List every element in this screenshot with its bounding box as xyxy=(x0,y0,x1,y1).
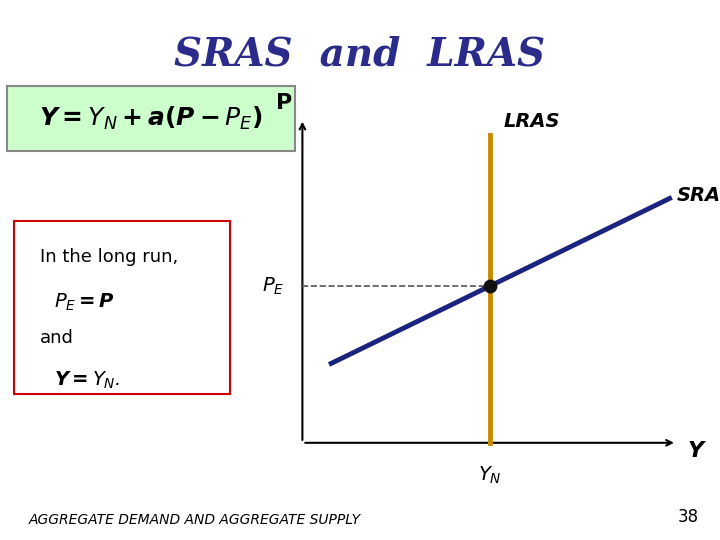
Text: and: and xyxy=(40,329,73,347)
FancyBboxPatch shape xyxy=(14,221,230,394)
Text: In the long run,: In the long run, xyxy=(40,248,178,266)
FancyBboxPatch shape xyxy=(7,86,295,151)
Text: $\boldsymbol{P_E}$: $\boldsymbol{P_E}$ xyxy=(262,275,284,297)
Text: 38: 38 xyxy=(678,509,698,526)
Text: $\boldsymbol{Y = Y_N + a(P - P_E)}$: $\boldsymbol{Y = Y_N + a(P - P_E)}$ xyxy=(39,105,264,132)
Text: $\boldsymbol{Y = Y_N}$.: $\boldsymbol{Y = Y_N}$. xyxy=(54,370,120,391)
Text: Y: Y xyxy=(688,441,703,461)
Text: SRAS: SRAS xyxy=(677,186,720,205)
Text: LRAS: LRAS xyxy=(504,112,560,131)
Point xyxy=(484,282,495,291)
Text: SRAS  and  LRAS: SRAS and LRAS xyxy=(174,35,546,73)
Text: AGGREGATE DEMAND AND AGGREGATE SUPPLY: AGGREGATE DEMAND AND AGGREGATE SUPPLY xyxy=(29,512,361,526)
Text: P: P xyxy=(276,93,292,113)
Text: $\boldsymbol{Y_N}$: $\boldsymbol{Y_N}$ xyxy=(478,464,501,485)
Text: $\boldsymbol{P_E}$$\boldsymbol{ = P}$: $\boldsymbol{P_E}$$\boldsymbol{ = P}$ xyxy=(54,292,115,313)
